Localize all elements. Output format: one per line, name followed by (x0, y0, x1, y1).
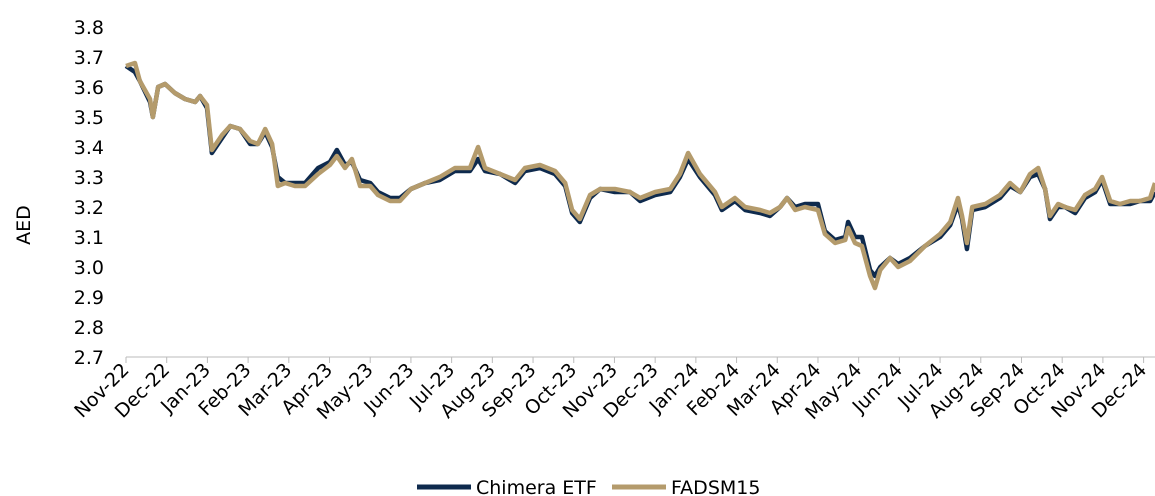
y-tick-label: 3.7 (74, 47, 104, 69)
y-tick-label: 3.2 (74, 197, 104, 219)
y-tick-label: 3.1 (74, 227, 104, 249)
y-tick-label: 3.4 (74, 137, 104, 159)
legend-label: FADSM15 (671, 477, 760, 496)
y-tick-label: 3.0 (74, 257, 104, 279)
y-tick-label: 3.6 (74, 77, 104, 99)
series-line (125, 60, 1155, 291)
legend-label: Chimera ETF (476, 477, 597, 496)
y-tick-label: 2.7 (74, 347, 104, 369)
y-tick-label: 3.8 (74, 17, 104, 39)
y-tick-label: 3.5 (74, 107, 104, 129)
y-tick-label: 2.9 (74, 287, 104, 309)
y-tick-label: 2.8 (74, 317, 104, 339)
y-axis-label: AED (13, 205, 35, 245)
series-line (124, 64, 1155, 279)
y-tick-label: 3.3 (74, 167, 104, 189)
